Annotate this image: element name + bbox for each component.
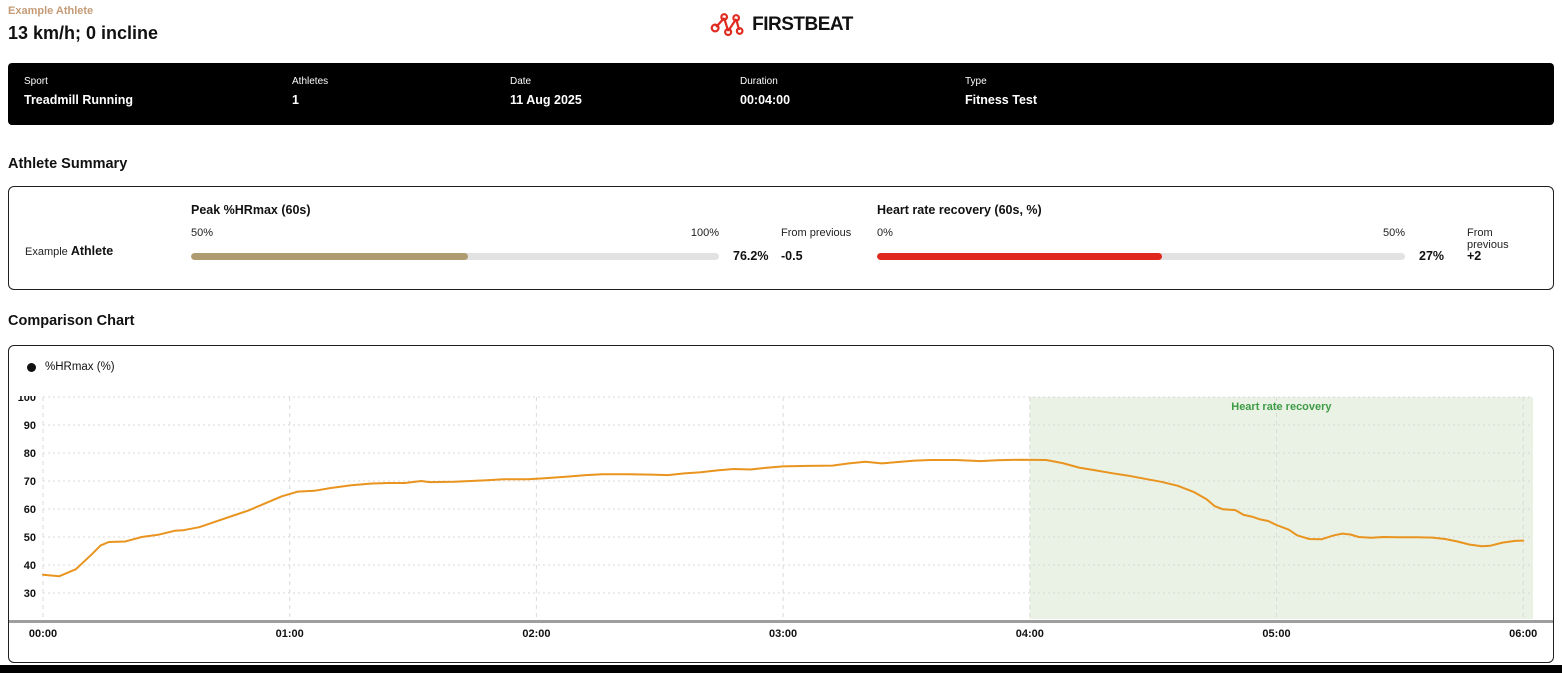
info-sport-label: Sport [24, 76, 48, 87]
comparison-chart-heading: Comparison Chart [8, 313, 135, 329]
info-duration-value: 00:04:00 [740, 93, 791, 107]
info-duration: Duration 00:04:00 [740, 76, 965, 125]
info-type: Type Fitness Test [965, 76, 1554, 125]
athlete-name-prefix: Example [25, 246, 68, 258]
peak-hrmax-bar-track [191, 252, 719, 260]
svg-text:40: 40 [24, 560, 36, 572]
hr-recovery-value: 27% [1419, 249, 1445, 263]
peak-hrmax-from-previous: -0.5 [781, 249, 803, 263]
athlete-name: Example Athlete [25, 244, 191, 263]
athlete-summary-card: Example Athlete Peak %HRmax (60s) 50% 10… [8, 186, 1554, 290]
brand-name: FIRSTBEAT [752, 14, 853, 35]
scale-max-label: 100% [690, 227, 719, 239]
hrmax-line-chart: 100 90 80 70 60 50 40 30 00:00 01:00 02:00 03:00 04:… [9, 396, 1553, 640]
from-previous-label: From previous [1467, 227, 1509, 251]
svg-text:05:00: 05:00 [1262, 628, 1290, 640]
info-athletes-value: 1 [292, 93, 299, 107]
svg-text:70: 70 [24, 476, 36, 488]
athlete-name-main: Athlete [70, 244, 114, 258]
svg-text:100: 100 [18, 396, 36, 404]
comparison-chart-card: %HRmax (%) 100 90 80 70 60 50 40 30 00:00 01:00 02… [8, 345, 1554, 663]
svg-text:04:00: 04:00 [1016, 628, 1044, 640]
firstbeat-logo: FIRSTBEAT [709, 10, 853, 40]
svg-text:80: 80 [24, 448, 36, 460]
metric-hr-recovery: Heart rate recovery (60s, %) 0% 50% From… [877, 187, 1537, 263]
metric-peak-hrmax: Peak %HRmax (60s) 50% 100% From previous… [191, 187, 869, 263]
svg-text:Heart rate recovery: Heart rate recovery [1231, 401, 1332, 413]
metric-peak-hrmax-scale: 50% 100% [191, 227, 719, 249]
info-sport-value: Treadmill Running [24, 93, 134, 107]
info-sport: Sport Treadmill Running [24, 76, 292, 125]
report-header: Example Athlete 13 km/h; 0 incline [8, 5, 158, 44]
svg-text:06:00: 06:00 [1509, 628, 1537, 640]
hr-recovery-bar-track [877, 252, 1405, 260]
hr-recovery-bar-fill [877, 252, 1163, 260]
info-type-value: Fitness Test [965, 93, 1038, 107]
legend-dot-icon [27, 362, 36, 372]
svg-text:30: 30 [24, 588, 36, 600]
athlete-summary-heading: Athlete Summary [8, 156, 128, 172]
peak-hrmax-value: 76.2% [733, 249, 769, 263]
athlete-label: Example Athlete [8, 5, 94, 17]
info-athletes: Athletes 1 [292, 76, 510, 125]
svg-text:01:00: 01:00 [276, 628, 304, 640]
info-date: Date 11 Aug 2025 [510, 76, 740, 125]
peak-hrmax-bar-fill [191, 252, 468, 260]
metric-peak-hrmax-title: Peak %HRmax (60s) [191, 203, 311, 217]
info-duration-label: Duration [740, 76, 778, 87]
svg-text:60: 60 [24, 504, 36, 516]
scale-max-label: 50% [1382, 227, 1405, 239]
hr-recovery-from-previous: +2 [1467, 249, 1482, 263]
legend-series-label: %HRmax (%) [45, 361, 115, 373]
info-date-value: 11 Aug 2025 [510, 93, 582, 107]
metric-hr-recovery-scale: 0% 50% [877, 227, 1405, 249]
metric-hr-recovery-title: Heart rate recovery (60s, %) [877, 203, 1042, 217]
svg-text:02:00: 02:00 [522, 628, 550, 640]
scale-min-label: 0% [877, 227, 893, 239]
svg-text:50: 50 [24, 532, 36, 544]
bottom-bar [0, 665, 1562, 673]
from-previous-label: From previous [781, 227, 852, 239]
info-athletes-label: Athletes [292, 76, 329, 87]
svg-text:03:00: 03:00 [769, 628, 797, 640]
info-type-label: Type [965, 76, 987, 87]
firstbeat-logo-icon [710, 13, 744, 37]
svg-text:00:00: 00:00 [29, 628, 57, 640]
session-info-bar: Sport Treadmill Running Athletes 1 Date … [8, 63, 1554, 125]
svg-text:90: 90 [24, 420, 36, 432]
page-title: 13 km/h; 0 incline [8, 23, 159, 43]
athlete-summary-row: Example Athlete Peak %HRmax (60s) 50% 10… [9, 187, 1553, 263]
scale-min-label: 50% [191, 227, 214, 239]
info-date-label: Date [510, 76, 532, 87]
chart-legend: %HRmax (%) [9, 346, 1553, 373]
